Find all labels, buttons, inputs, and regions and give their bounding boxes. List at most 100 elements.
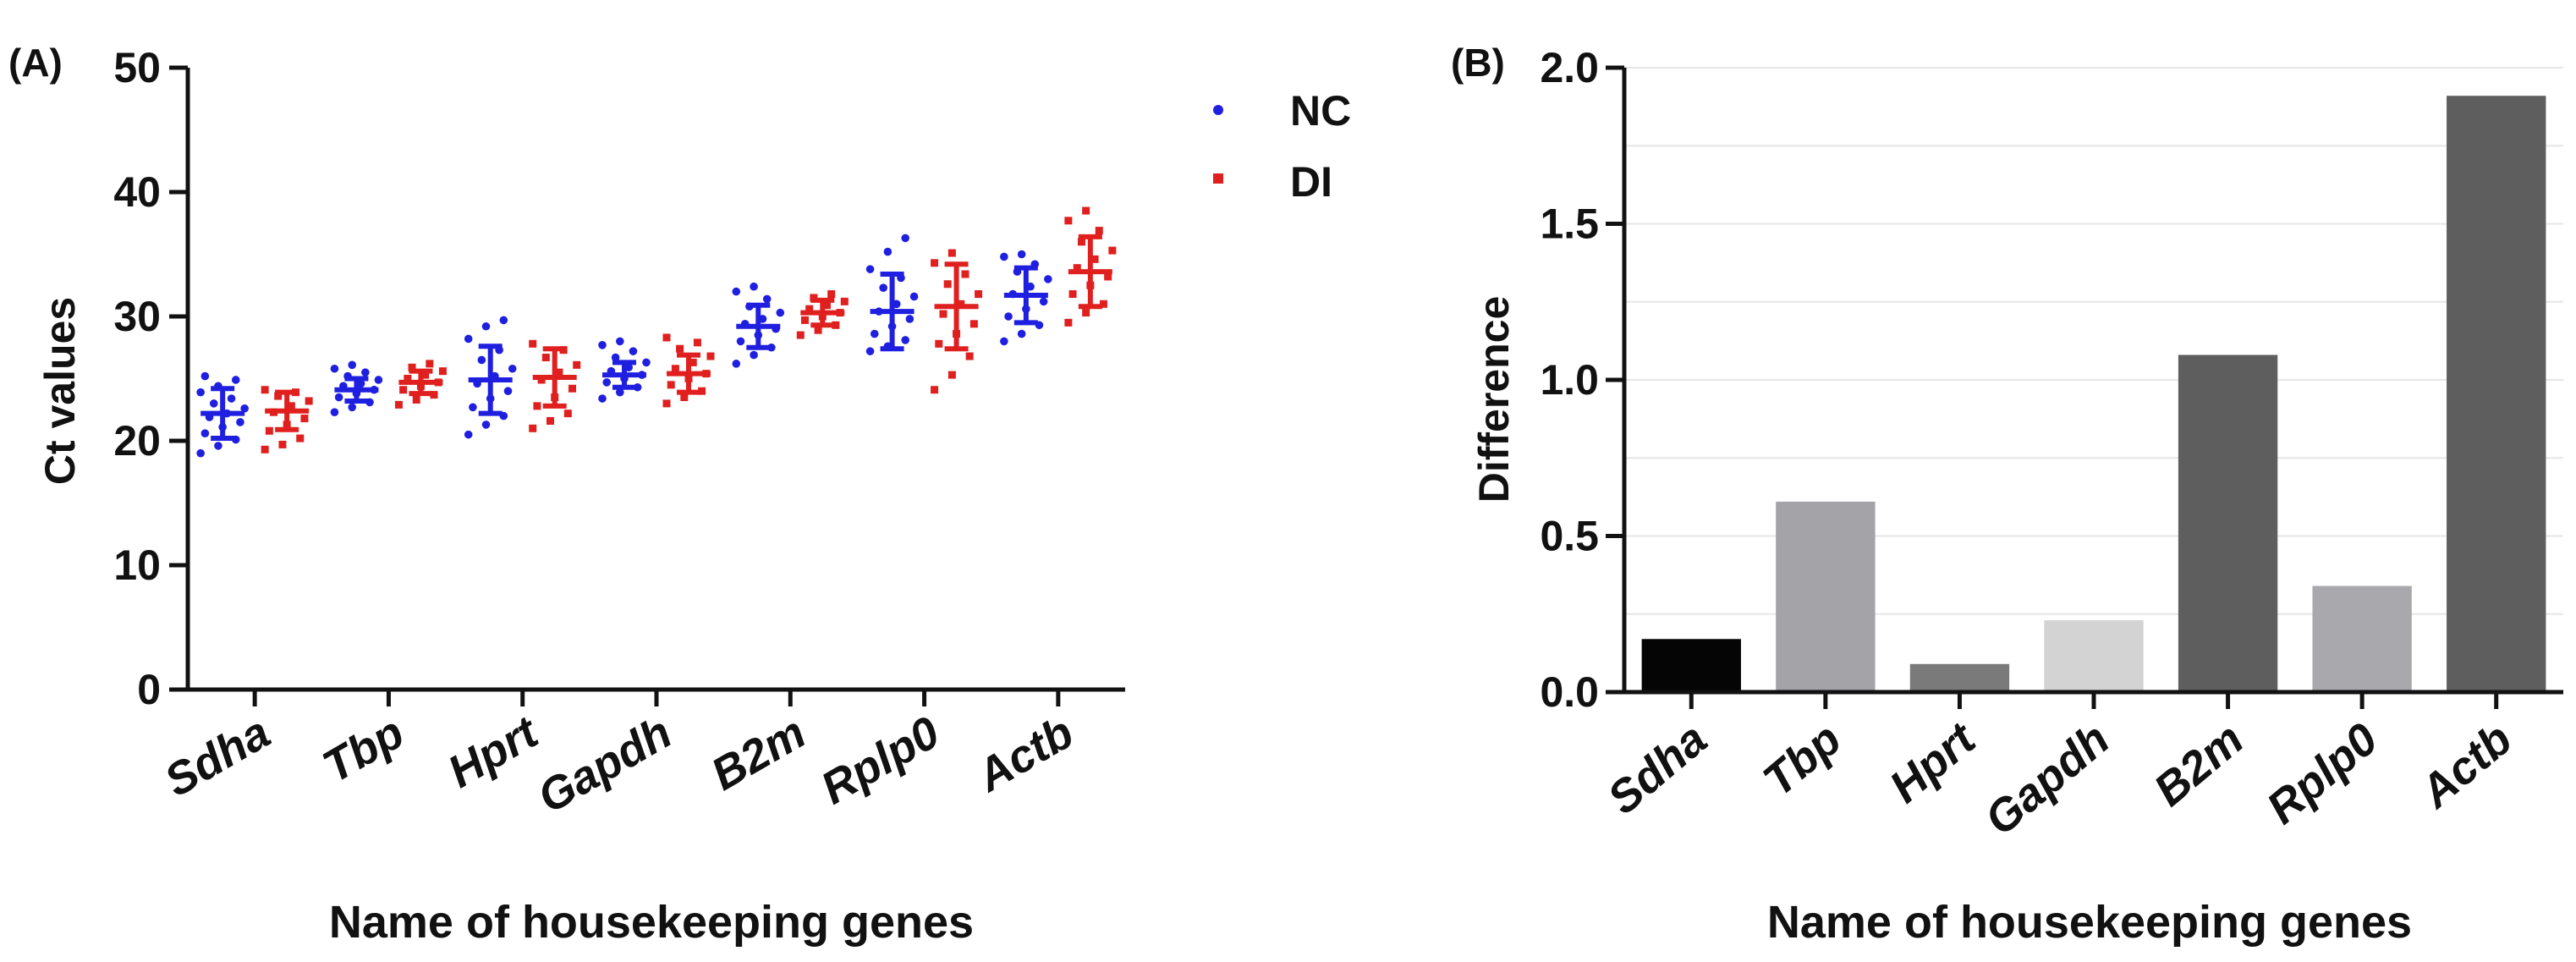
point-di-gapdh: [706, 352, 715, 360]
point-nc-rplp0: [865, 347, 875, 355]
point-di-gapdh: [667, 381, 675, 389]
point-di-hprt: [533, 402, 541, 410]
point-nc-sdha: [236, 418, 244, 426]
panel-a-y-tick-label: 40: [113, 168, 161, 216]
point-nc-actb: [1017, 250, 1026, 259]
panel-a-x-tick-label-actb: Actb: [967, 706, 1082, 802]
point-nc-sdha: [196, 448, 205, 458]
point-nc-tbp: [348, 403, 357, 412]
point-di-b2m: [796, 331, 805, 339]
point-nc-gapdh: [616, 337, 624, 346]
point-di-sdha: [300, 415, 309, 423]
point-di-tbp: [430, 391, 438, 399]
panel-b-x-tick-label-sdha: Sdha: [1598, 713, 1716, 824]
point-di-gapdh: [671, 365, 679, 373]
point-nc-hprt: [464, 334, 473, 344]
panel-a-y-axis-label: Ct values: [36, 297, 84, 485]
point-nc-rplp0: [870, 329, 879, 338]
point-nc-tbp: [330, 408, 339, 416]
point-nc-b2m: [732, 360, 741, 368]
point-nc-rplp0: [905, 315, 915, 323]
point-nc-hprt: [499, 316, 508, 325]
point-di-sdha: [261, 386, 269, 394]
point-di-sdha: [287, 402, 295, 410]
panel-a-y-tick-label: 30: [113, 293, 161, 340]
point-di-rplp0: [961, 270, 969, 278]
point-di-b2m: [840, 297, 849, 305]
legend-di-marker: [1213, 173, 1223, 184]
panel-a-y-tick-label: 10: [113, 541, 161, 589]
point-di-sdha: [296, 434, 305, 443]
point-di-sdha: [278, 440, 287, 448]
point-nc-tbp: [334, 393, 343, 402]
panel-a-x-tick-label-b2m: B2m: [703, 706, 814, 800]
panel-b-label: (B): [1451, 41, 1505, 85]
point-di-tbp: [399, 386, 408, 394]
point-nc-hprt: [477, 355, 486, 365]
point-di-rplp0: [975, 290, 983, 299]
point-di-rplp0: [947, 249, 956, 257]
bar-hprt: [1909, 663, 2010, 692]
panel-b-x-tick-label-actb: Actb: [2409, 713, 2521, 818]
legend-nc-label: NC: [1290, 87, 1351, 135]
point-di-tbp: [404, 375, 412, 382]
point-di-actb: [1073, 264, 1081, 272]
point-di-gapdh: [689, 358, 697, 366]
panel-b-y-tick-label: 0.5: [1540, 513, 1599, 560]
point-nc-gapdh: [602, 378, 611, 387]
point-di-rplp0: [947, 371, 956, 379]
bar-b2m: [2178, 355, 2278, 692]
point-nc-sdha: [231, 376, 240, 384]
point-nc-tbp: [361, 368, 370, 377]
point-di-actb: [1095, 227, 1103, 235]
point-nc-gapdh: [611, 353, 620, 362]
point-di-rplp0: [969, 320, 978, 328]
point-nc-hprt: [503, 387, 513, 396]
point-di-rplp0: [931, 386, 939, 394]
legend-nc-marker: [1213, 105, 1223, 115]
point-nc-actb: [1017, 329, 1026, 338]
point-di-gapdh: [662, 399, 671, 408]
panel-a-x-axis-label: Name of housekeeping genes: [329, 897, 974, 948]
panel-b-x-tick-label-rplp0: Rplp0: [2257, 713, 2387, 833]
point-nc-sdha: [227, 394, 236, 403]
point-di-rplp0: [931, 259, 939, 267]
point-di-hprt: [573, 360, 581, 369]
bar-tbp: [1776, 501, 1876, 692]
point-di-hprt: [563, 410, 572, 418]
point-di-hprt: [529, 424, 537, 432]
point-nc-b2m: [750, 350, 758, 360]
panel-b-x-tick-label-tbp: Tbp: [1754, 713, 1850, 806]
panel-b-y-tick-label: 0.0: [1540, 668, 1599, 716]
point-di-sdha: [305, 397, 313, 405]
point-di-actb: [1104, 272, 1112, 281]
point-di-actb: [1099, 300, 1107, 308]
point-nc-gapdh: [629, 347, 638, 355]
point-di-actb: [1077, 238, 1085, 246]
panel-b-y-tick-label: 1.0: [1540, 356, 1599, 404]
point-di-actb: [1068, 290, 1077, 299]
bar-gapdh: [2044, 620, 2144, 692]
panel-a-x-tick-label-gapdh: Gapdh: [530, 706, 680, 822]
point-nc-actb: [1000, 252, 1008, 261]
point-di-b2m: [822, 301, 831, 310]
point-nc-gapdh: [616, 388, 624, 397]
point-nc-actb: [1039, 297, 1048, 306]
point-nc-sdha: [200, 429, 210, 437]
point-di-hprt: [529, 339, 537, 348]
point-nc-hprt: [464, 430, 473, 439]
point-nc-b2m: [736, 337, 745, 346]
point-di-b2m: [805, 305, 814, 313]
point-nc-gapdh: [598, 341, 607, 349]
point-di-b2m: [827, 290, 836, 299]
panel-a-y-tick-label: 20: [113, 417, 161, 465]
point-di-tbp: [412, 395, 420, 404]
point-nc-gapdh: [642, 358, 651, 367]
point-di-actb: [1064, 217, 1073, 225]
panel-a-x-tick-label-sdha: Sdha: [157, 706, 278, 806]
point-di-sdha: [265, 426, 273, 435]
point-di-rplp0: [935, 339, 943, 348]
point-di-tbp: [421, 371, 430, 379]
